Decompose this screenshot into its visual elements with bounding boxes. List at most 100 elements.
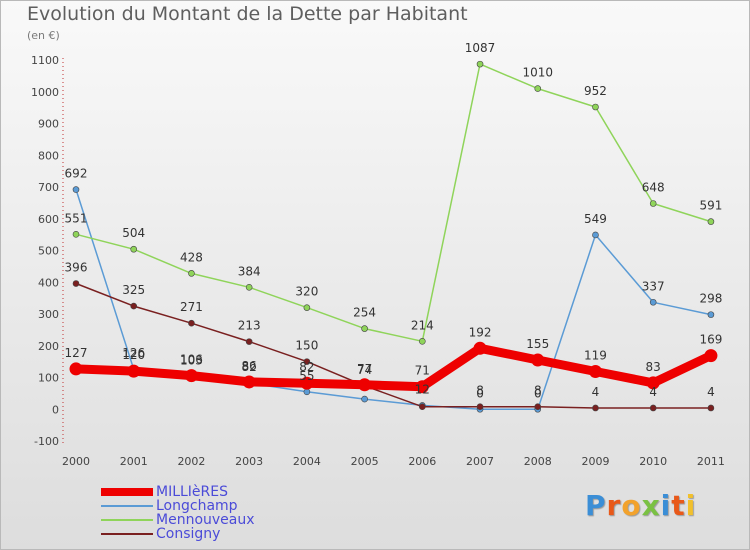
series-line [71, 343, 716, 392]
data-label: 106 [180, 353, 203, 367]
data-point [300, 376, 314, 390]
data-label: 396 [65, 261, 88, 275]
data-label: 8 [476, 384, 484, 398]
data-point [704, 349, 718, 363]
data-point [303, 358, 311, 365]
y-tick-label: -100 [34, 435, 59, 448]
logo-letter: o [621, 489, 642, 522]
data-point [419, 338, 426, 345]
data-point [592, 231, 599, 239]
x-tick-label: 2011 [697, 455, 725, 468]
data-point [531, 353, 545, 367]
data-label: 551 [65, 211, 88, 225]
y-tick-label: 0 [52, 403, 59, 416]
chart-title: Evolution du Montant de la Dette par Hab… [27, 3, 468, 25]
x-tick-label: 2004 [293, 455, 321, 468]
data-point [476, 403, 484, 411]
y-tick-label: 800 [38, 149, 59, 162]
data-point [419, 403, 426, 411]
logo-letter: t [671, 489, 686, 522]
data-label: 952 [584, 84, 607, 98]
y-tick-label: 200 [38, 340, 59, 353]
legend-label: Consigny [156, 526, 221, 542]
data-label: 214 [411, 318, 434, 332]
y-tick-label: 1000 [31, 86, 59, 99]
data-label: 55 [299, 369, 314, 383]
logo-letter: r [606, 489, 622, 522]
data-point [127, 364, 141, 378]
data-label: 8 [534, 384, 542, 398]
data-label: 320 [295, 285, 318, 299]
data-label: 692 [65, 167, 88, 181]
data-label: 271 [180, 300, 203, 314]
x-tick-label: 2000 [62, 455, 90, 468]
data-label: 74 [357, 363, 372, 377]
data-point [534, 85, 542, 92]
data-label: 4 [592, 385, 600, 399]
data-label: 1087 [465, 41, 496, 55]
x-tick-label: 2009 [581, 455, 609, 468]
data-label: 648 [642, 181, 665, 195]
data-label: 82 [242, 360, 257, 374]
logo-letter: i [685, 489, 697, 522]
logo-letter: i [660, 489, 672, 522]
data-label: 384 [238, 264, 261, 278]
data-point [476, 60, 484, 68]
data-point [592, 103, 599, 111]
data-label: 119 [584, 348, 607, 362]
y-tick-label: 300 [38, 308, 59, 321]
data-point [72, 186, 80, 193]
data-point [707, 311, 715, 318]
data-point [130, 245, 138, 253]
data-point [188, 270, 195, 277]
data-label: 0 [534, 386, 542, 400]
data-label: 169 [699, 333, 722, 347]
logo-letter: x [641, 489, 661, 522]
data-label: 4 [707, 385, 715, 399]
legend-label: MILLIèRES [156, 484, 229, 500]
data-point [242, 375, 256, 389]
data-point [649, 404, 657, 412]
legend-label: Mennouveaux [156, 512, 255, 528]
data-label: 549 [584, 212, 607, 226]
data-point [707, 218, 715, 225]
series-line [75, 282, 712, 409]
data-point [649, 200, 657, 207]
data-label: 83 [646, 360, 661, 374]
x-tick-label: 2005 [351, 455, 379, 468]
data-label: 77 [357, 362, 372, 376]
data-point [69, 362, 83, 376]
data-label: 325 [122, 283, 145, 297]
data-point [588, 364, 602, 378]
y-tick-label: 500 [38, 245, 59, 258]
data-point [592, 404, 599, 412]
data-label: 213 [238, 319, 261, 333]
y-tick-label: 900 [38, 118, 59, 131]
x-tick-label: 2007 [466, 455, 494, 468]
data-label: 428 [180, 250, 203, 264]
data-label: 0 [476, 386, 484, 400]
data-label: 4 [649, 385, 657, 399]
data-label: 192 [469, 325, 492, 339]
data-label: 591 [699, 199, 722, 213]
data-point [473, 341, 487, 355]
data-point [188, 319, 195, 327]
data-point [72, 231, 80, 238]
data-label: 126 [122, 346, 145, 360]
data-label: 82 [299, 360, 314, 374]
data-label: 12 [415, 382, 430, 396]
data-point [72, 280, 80, 287]
data-label: 71 [415, 364, 430, 378]
y-tick-label: 400 [38, 276, 59, 289]
x-tick-label: 2008 [524, 455, 552, 468]
legend-swatch [101, 533, 153, 535]
legend-swatch [101, 488, 153, 496]
legend-label: Longchamp [156, 498, 238, 514]
data-point [245, 284, 253, 291]
x-tick-label: 2003 [235, 455, 263, 468]
data-label: 298 [699, 292, 722, 306]
data-point [534, 403, 542, 411]
data-label: 127 [65, 346, 88, 360]
